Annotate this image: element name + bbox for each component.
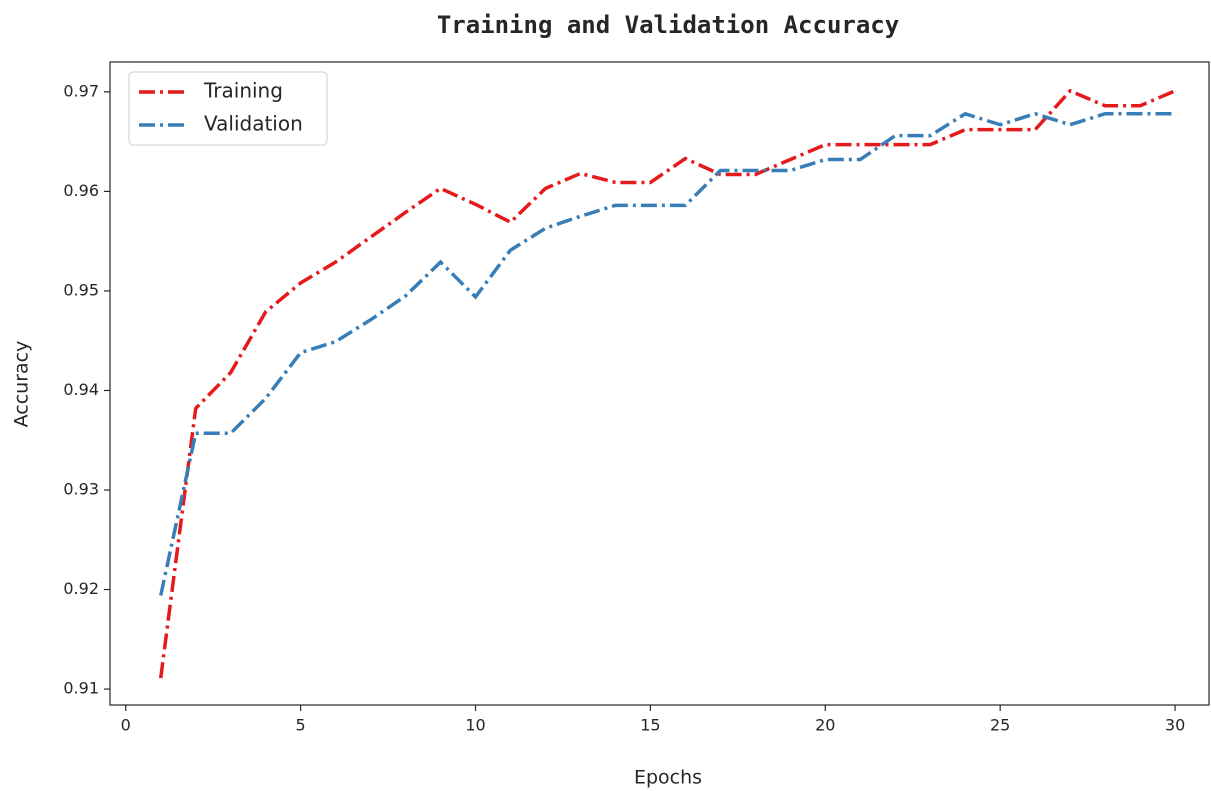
y-tick-label: 0.94 xyxy=(63,380,99,399)
x-tick-label: 5 xyxy=(296,716,306,735)
y-tick-label: 0.92 xyxy=(63,579,99,598)
x-tick-label: 10 xyxy=(465,716,485,735)
x-tick-label: 25 xyxy=(990,716,1010,735)
data-line xyxy=(158,88,1176,679)
y-tick-label: 0.96 xyxy=(63,181,99,200)
x-axis-label: Epochs xyxy=(634,767,702,789)
y-tick-label: 0.95 xyxy=(63,280,99,299)
plot-frame xyxy=(109,61,1210,706)
x-tick-label: 20 xyxy=(815,716,835,735)
x-tick-label: 15 xyxy=(640,716,660,735)
chart-title: Training and Validation Accuracy xyxy=(437,11,899,39)
y-tick-label: 0.91 xyxy=(63,679,99,698)
y-tick-label: 0.93 xyxy=(63,480,99,499)
x-tick-label: 0 xyxy=(121,716,131,735)
data-line xyxy=(159,111,1176,596)
legend-label: Validation xyxy=(204,112,303,136)
y-axis-label: Accuracy xyxy=(11,341,33,428)
x-tick-label: 30 xyxy=(1165,716,1185,735)
legend-label: Training xyxy=(203,79,283,103)
y-tick-label: 0.97 xyxy=(63,81,99,100)
